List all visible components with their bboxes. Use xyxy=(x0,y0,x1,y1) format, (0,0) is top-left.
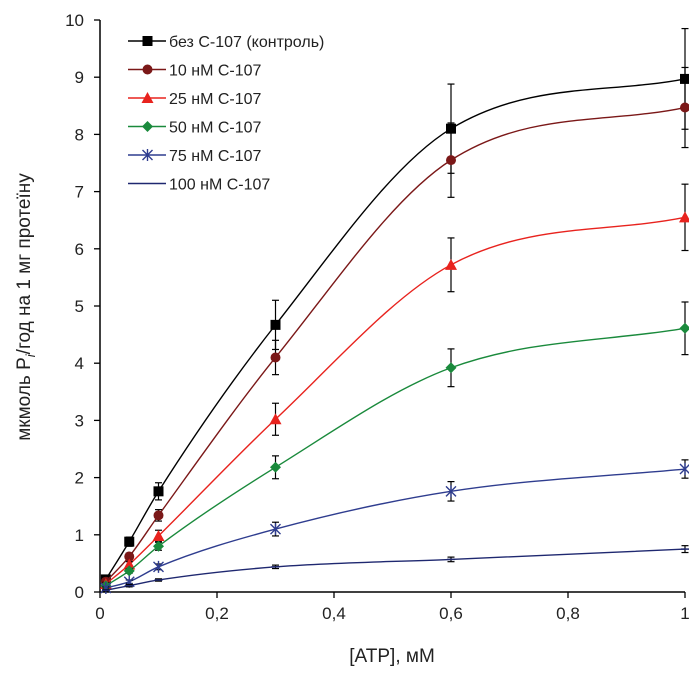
data-point xyxy=(152,529,165,541)
y-tick-label: 7 xyxy=(75,183,84,202)
legend-marker xyxy=(142,36,153,46)
y-tick-label: 8 xyxy=(75,125,84,144)
data-point xyxy=(270,523,281,536)
legend-label: 100 нМ С-107 xyxy=(169,177,270,194)
legend-item-4: 50 нМ С-107 xyxy=(128,120,262,137)
legend-label: без С-107 (контроль) xyxy=(169,34,324,51)
legend-item-1: без С-107 (контроль) xyxy=(128,34,324,51)
legend: без С-107 (контроль) 10 нМ С-107 25 нМ С-1… xyxy=(128,34,324,194)
x-tick-label: 0,4 xyxy=(322,604,346,623)
x-tick-label: 0,6 xyxy=(439,604,463,623)
legend-item-5: 75 нМ С-107 xyxy=(128,148,262,165)
data-point xyxy=(270,352,281,363)
data-point xyxy=(679,463,689,476)
series-layer xyxy=(99,27,689,594)
x-tick-label: 0,8 xyxy=(556,604,580,623)
data-point xyxy=(445,362,457,374)
series-6 xyxy=(101,545,689,592)
data-point xyxy=(153,560,164,573)
data-point xyxy=(679,211,689,223)
x-tick-label: 1 xyxy=(680,604,689,623)
series-line xyxy=(105,468,686,589)
y-tick-label: 4 xyxy=(75,354,84,373)
data-point xyxy=(153,510,164,521)
x-tick-label: 0,2 xyxy=(205,604,229,623)
data-point xyxy=(445,258,457,270)
y-tick-label: 1 xyxy=(75,526,84,545)
y-tick-label: 0 xyxy=(75,583,84,602)
data-point xyxy=(446,155,456,166)
y-tick-label: 10 xyxy=(65,11,84,30)
data-point xyxy=(124,551,135,562)
legend-marker xyxy=(141,92,154,103)
y-axis-label: мкмоль Pi/год на 1 мг протеїну xyxy=(14,173,38,441)
y-axis-label-main: мкмоль P xyxy=(14,357,35,441)
y-axis-label-tail: /год на 1 мг протеїну xyxy=(14,173,35,355)
series-3 xyxy=(99,183,689,589)
legend-marker xyxy=(142,149,153,161)
data-point xyxy=(124,536,135,547)
data-point xyxy=(679,322,689,334)
legend-item-3: 25 нМ С-107 xyxy=(128,91,262,108)
legend-item-6: 100 нМ С-107 xyxy=(128,177,270,194)
y-tick-label: 2 xyxy=(75,469,84,488)
data-point xyxy=(680,102,689,113)
data-point xyxy=(270,319,281,330)
legend-label: 10 нМ С-107 xyxy=(169,63,262,80)
data-point xyxy=(445,485,457,498)
data-point xyxy=(270,461,281,473)
x-axis-label: [ATP], мМ xyxy=(349,646,435,667)
y-tick-label: 9 xyxy=(75,68,84,87)
series-line xyxy=(105,548,686,591)
y-tick-label: 6 xyxy=(75,240,84,259)
series-line xyxy=(105,327,686,587)
series-4 xyxy=(100,301,689,592)
y-axis-label-subscript: i xyxy=(23,353,38,357)
legend-label: 75 нМ С-107 xyxy=(169,148,262,165)
y-ticks: 0 1 2 3 4 5 6 7 8 9 10 xyxy=(65,11,100,602)
series-line xyxy=(105,216,686,585)
data-point xyxy=(123,565,135,577)
data-point xyxy=(153,486,164,497)
legend-item-2: 10 нМ С-107 xyxy=(128,63,262,80)
data-point xyxy=(123,558,136,570)
legend-marker xyxy=(142,121,153,132)
x-ticks: 0 0,2 0,4 0,6 0,8 1 xyxy=(95,592,689,623)
y-tick-label: 5 xyxy=(75,297,84,316)
legend-marker xyxy=(142,64,153,75)
data-point xyxy=(269,413,282,425)
series-2 xyxy=(100,66,689,587)
data-point xyxy=(153,540,164,552)
series-5 xyxy=(100,459,689,594)
x-tick-label: 0 xyxy=(95,604,104,623)
legend-label: 50 нМ С-107 xyxy=(169,120,262,137)
legend-label: 25 нМ С-107 xyxy=(169,91,262,108)
y-tick-label: 3 xyxy=(75,411,84,430)
